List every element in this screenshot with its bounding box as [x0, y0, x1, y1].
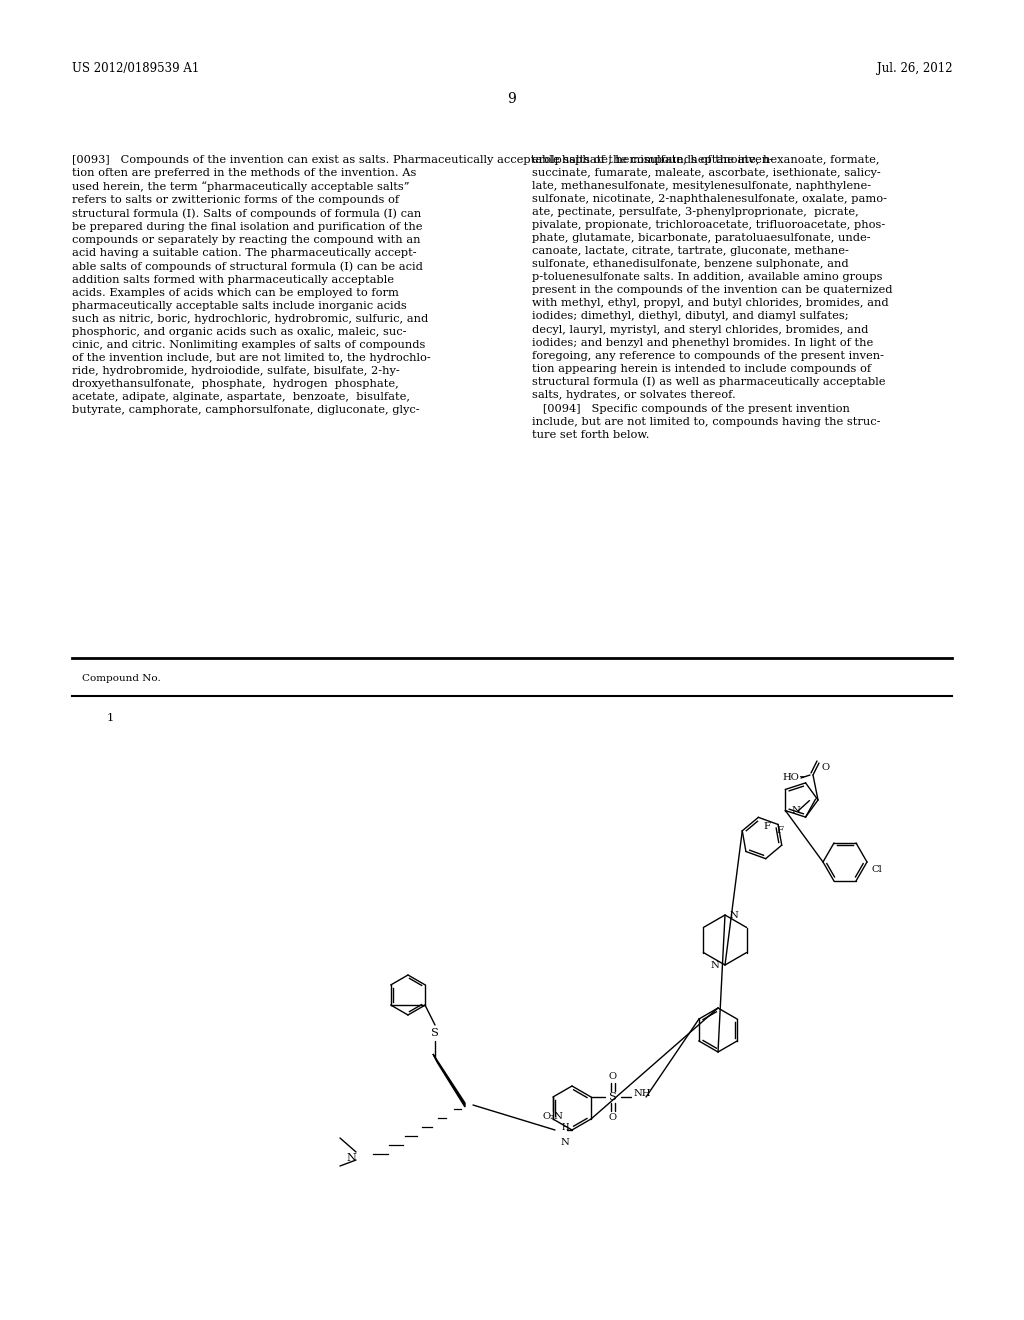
Text: N: N: [729, 911, 737, 920]
Text: N: N: [560, 1138, 569, 1147]
Text: N: N: [711, 961, 719, 969]
Text: US 2012/0189539 A1: US 2012/0189539 A1: [72, 62, 200, 75]
Text: H: H: [561, 1123, 568, 1133]
Text: N: N: [792, 807, 800, 814]
Text: [0093]   Compounds of the invention can exist as salts. Pharmaceutically accepta: [0093] Compounds of the invention can ex…: [72, 154, 773, 416]
Text: N: N: [346, 1152, 356, 1163]
Text: O: O: [609, 1113, 617, 1122]
Text: O: O: [821, 763, 829, 771]
Text: 1: 1: [106, 713, 115, 723]
Text: HO−: HO−: [782, 772, 808, 781]
Text: Compound No.: Compound No.: [82, 675, 161, 682]
Text: NH: NH: [633, 1089, 650, 1098]
Text: O₂N: O₂N: [543, 1111, 563, 1121]
Text: 9: 9: [508, 92, 516, 106]
Text: erolphsphate, hemisulfate, heptanoate, hexanoate, formate,
succinate, fumarate, : erolphsphate, hemisulfate, heptanoate, h…: [532, 154, 893, 440]
Text: F: F: [776, 826, 783, 836]
Text: S: S: [431, 1028, 439, 1038]
Polygon shape: [433, 1053, 465, 1107]
Text: F: F: [763, 822, 770, 832]
Text: S: S: [609, 1092, 617, 1102]
Text: O: O: [609, 1072, 617, 1081]
Text: Cl: Cl: [871, 866, 882, 874]
Text: Jul. 26, 2012: Jul. 26, 2012: [877, 62, 952, 75]
